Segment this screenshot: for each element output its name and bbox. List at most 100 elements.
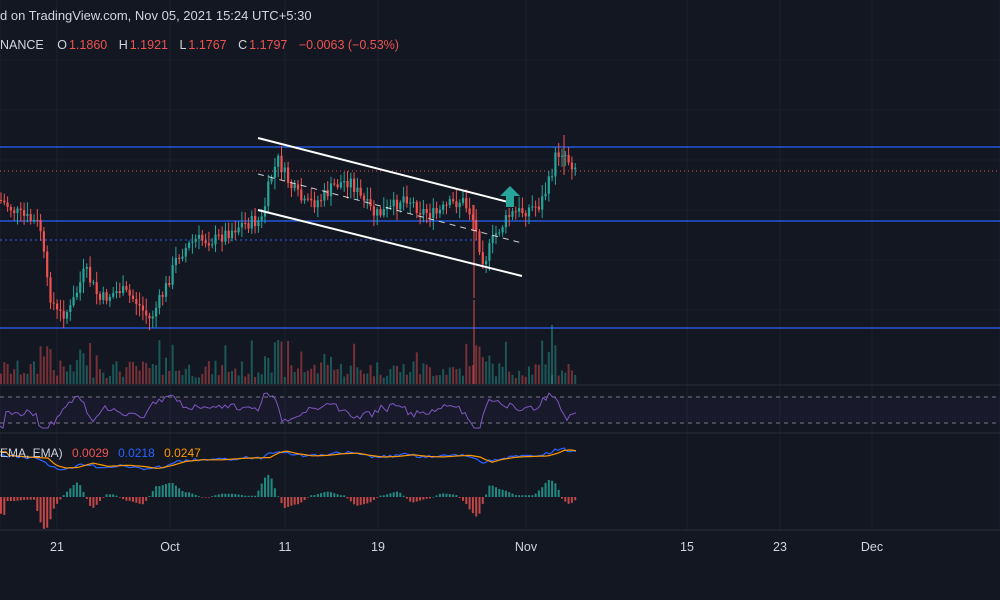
volume-bar	[13, 369, 16, 384]
macd-histogram-bar	[6, 497, 9, 502]
candle-body	[419, 213, 422, 215]
candle-body	[273, 166, 276, 178]
macd-histogram-bar	[574, 497, 577, 501]
macd-histogram-bar	[389, 493, 392, 497]
macd-histogram-bar	[438, 493, 441, 497]
candle-body	[389, 206, 392, 208]
macd-histogram-bar	[366, 497, 369, 504]
candle-body	[547, 176, 550, 194]
candle-body	[422, 208, 425, 215]
volume-bar	[419, 374, 422, 384]
volume-bar	[231, 370, 233, 384]
candle-body	[79, 282, 82, 293]
volume-bar	[99, 369, 101, 384]
volume-bar	[366, 373, 369, 384]
candle-body	[372, 206, 375, 216]
macd-histogram-bar	[303, 497, 306, 500]
candle-body	[72, 297, 75, 306]
candle-body	[254, 216, 257, 226]
ohlc-legend: NANCE O 1.1860 H 1.1921 L 1.1767 C 1.1797 −0…	[0, 38, 401, 52]
macd-histogram-bar	[59, 497, 62, 500]
volume-bar	[445, 374, 448, 384]
volume-bar	[184, 368, 187, 384]
macd-line-value: 0.0218	[118, 446, 155, 460]
volume-bar	[56, 375, 59, 384]
macd-histogram-bar	[267, 474, 270, 497]
volume-bar	[336, 369, 339, 384]
candle-body	[339, 182, 342, 188]
macd-histogram-bar	[564, 497, 567, 502]
volume-bar	[297, 368, 299, 384]
macd-histogram-bar	[514, 495, 517, 497]
candle-body	[485, 260, 488, 265]
macd-histogram-bar	[353, 497, 356, 505]
macd-histogram-bar	[171, 482, 174, 497]
volume-bar	[349, 365, 352, 384]
volume-bar	[343, 376, 346, 384]
candle-body	[448, 199, 451, 206]
volume-bar	[442, 369, 445, 384]
candle-body	[214, 234, 217, 245]
macd-histogram-bar	[132, 497, 134, 502]
volume-bar	[82, 353, 85, 384]
macd-histogram-bar	[9, 497, 12, 502]
volume-bar	[481, 356, 484, 384]
macd-histogram-bar	[316, 494, 319, 497]
candle-body	[359, 187, 362, 196]
volume-bar	[389, 369, 392, 384]
candle-body	[544, 193, 547, 197]
candle-body	[554, 152, 557, 177]
volume-bar	[475, 345, 478, 384]
volume-bar	[392, 365, 395, 384]
volume-bar	[518, 370, 521, 384]
candle-body	[46, 251, 49, 278]
x-axis-tick-label: 15	[680, 540, 694, 554]
candle-body	[458, 202, 461, 208]
candle-body	[310, 198, 313, 201]
macd-histogram-bar	[85, 497, 88, 499]
macd-histogram-bar	[168, 482, 171, 497]
candle-body	[494, 233, 498, 236]
volume-bar	[178, 370, 181, 384]
candle-body	[188, 242, 191, 248]
macd-histogram-bar	[541, 487, 544, 497]
macd-histogram-bar	[257, 490, 260, 497]
macd-histogram-bar	[79, 485, 82, 497]
high-value: 1.1921	[129, 38, 168, 52]
macd-histogram-bar	[184, 492, 187, 497]
volume-bar	[435, 375, 438, 384]
candle-body	[224, 230, 227, 242]
volume-bar	[405, 374, 408, 384]
volume-bar	[534, 364, 537, 384]
macd-histogram-bar	[524, 495, 527, 497]
volume-bar	[359, 369, 362, 384]
macd-histogram-bar	[122, 497, 125, 500]
volume-bar	[155, 365, 158, 384]
low-label: L	[179, 38, 187, 52]
macd-histogram-bar	[336, 494, 339, 497]
macd-histogram-bar	[141, 497, 144, 505]
macd-histogram-bar	[260, 483, 263, 497]
macd-histogram-bar	[567, 497, 570, 504]
macd-histogram-bar	[165, 484, 167, 497]
close-label: C	[238, 38, 248, 52]
volume-bar	[399, 372, 402, 384]
volume-bar	[300, 351, 303, 384]
channel-lower-line	[257, 209, 523, 277]
candle-body	[537, 206, 540, 210]
volume-bar	[49, 349, 52, 384]
macd-histogram-bar	[135, 497, 138, 503]
macd-histogram-bar	[250, 495, 253, 497]
candle-body	[412, 201, 415, 203]
candle-body	[560, 155, 564, 157]
macd-histogram-bar	[372, 497, 375, 500]
volume-bar	[158, 340, 161, 384]
volume-bar	[75, 360, 78, 384]
candle-body	[95, 282, 98, 294]
macd-histogram-bar	[62, 495, 65, 497]
candle-body	[567, 154, 570, 163]
macd-histogram-bar	[554, 483, 557, 497]
high-label: H	[118, 38, 128, 52]
macd-histogram-bar	[396, 491, 398, 497]
